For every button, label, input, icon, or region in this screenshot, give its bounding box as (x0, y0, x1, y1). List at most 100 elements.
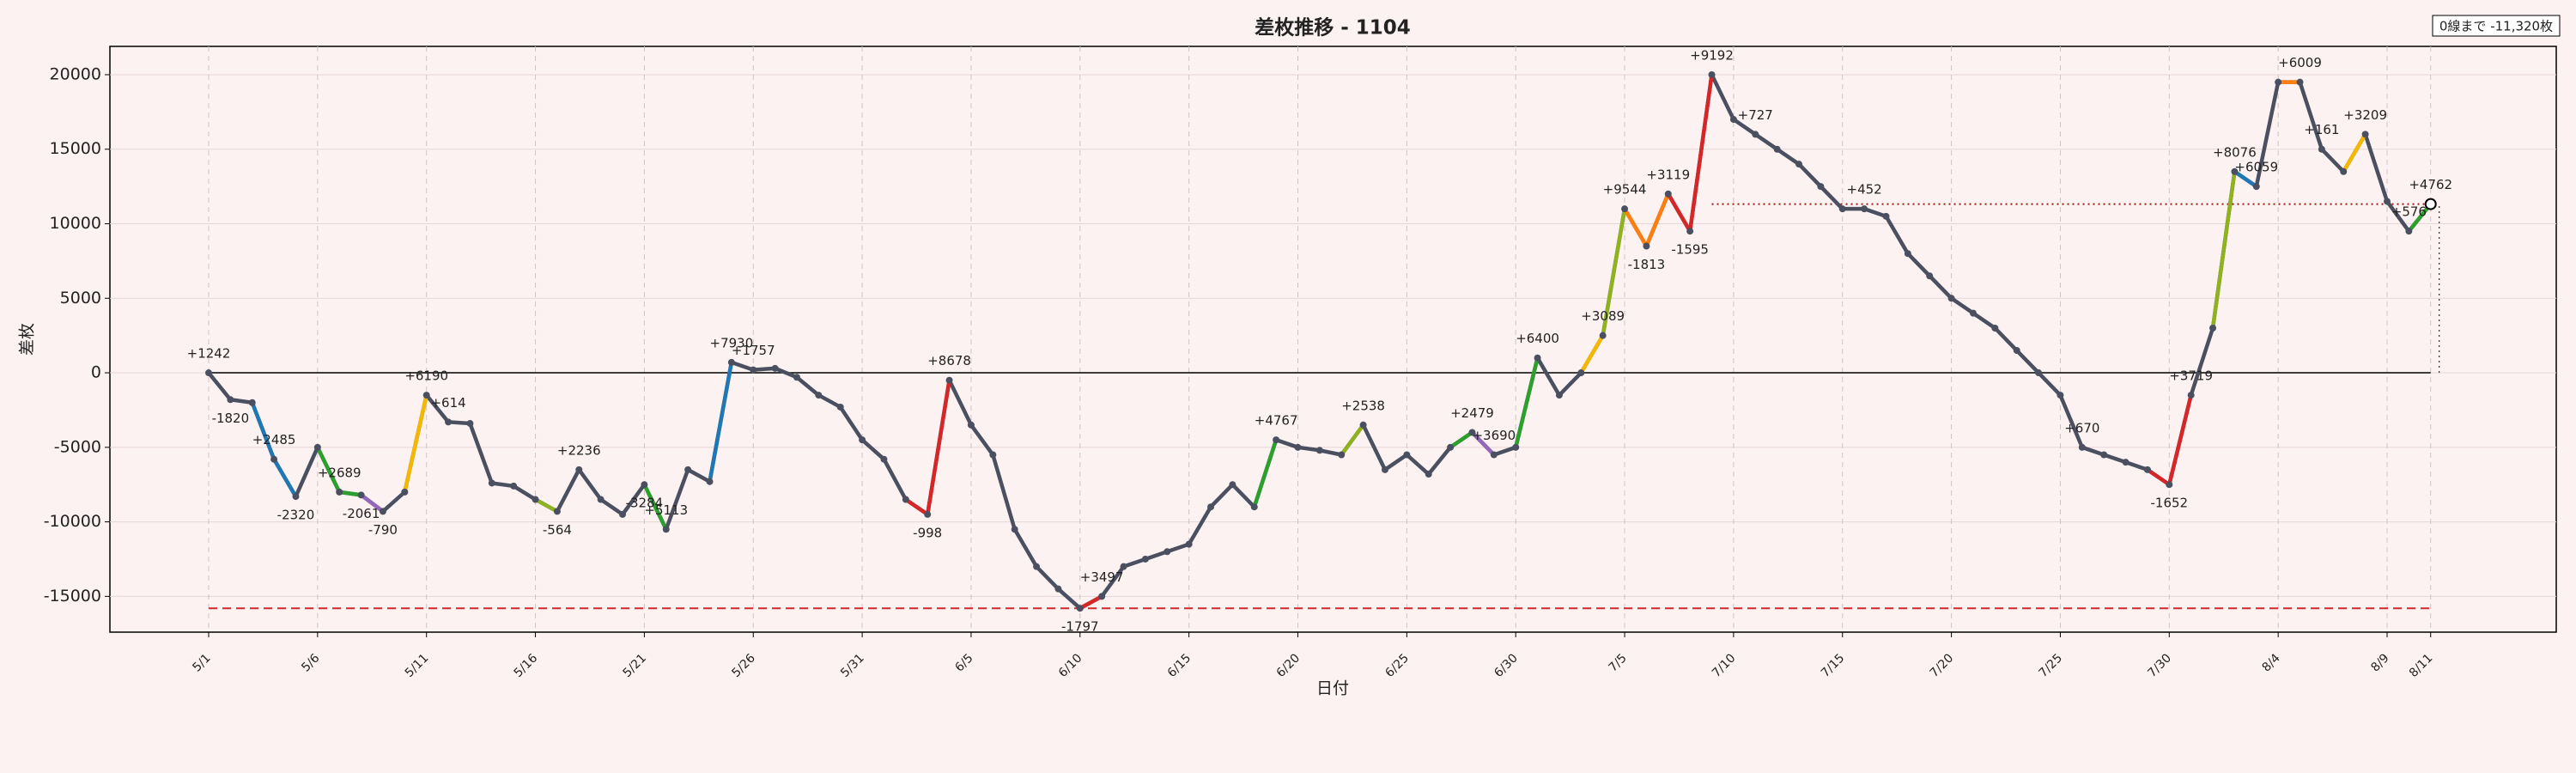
point (1011, 526, 1018, 533)
annotation: +1757 (732, 343, 775, 358)
point (1250, 503, 1258, 511)
point (1033, 563, 1041, 570)
y-tick-label: -5000 (54, 437, 101, 456)
point (1599, 332, 1607, 339)
point (945, 376, 953, 384)
point (292, 493, 300, 501)
x-tick-label: 6/15 (1165, 651, 1194, 680)
x-tick-label: 6/30 (1492, 651, 1521, 680)
point (575, 466, 583, 473)
y-tick-label: 5000 (60, 289, 101, 307)
x-tick-label: 7/25 (2037, 651, 2066, 680)
point (1294, 443, 1302, 451)
x-tick-label: 7/30 (2145, 651, 2174, 680)
point (1315, 447, 1323, 454)
x-tick-label: 5/1 (190, 651, 213, 674)
annotation: -1595 (1671, 242, 1709, 258)
highlight-segment (1078, 594, 1104, 611)
highlight-segment (2210, 169, 2237, 331)
point (401, 488, 409, 496)
highlight-segment (642, 482, 669, 532)
highlight-segment (1622, 206, 1649, 248)
annotation: +2538 (1341, 398, 1385, 413)
note: 0線まで -11,320枚 (2439, 19, 2553, 34)
annotation: +2485 (252, 432, 296, 447)
highlight-segment (1339, 423, 1365, 457)
point (2100, 451, 2108, 459)
point (2405, 228, 2413, 235)
y-tick-label: 20000 (50, 64, 101, 83)
annotation: +3690 (1472, 428, 1516, 443)
point (553, 508, 561, 515)
point (445, 418, 453, 426)
point (357, 491, 365, 499)
point (336, 488, 343, 496)
annotation: -2320 (277, 508, 315, 523)
annotation: +4767 (1255, 413, 1298, 429)
annotation: +3209 (2343, 107, 2387, 123)
x-axis-label: 日付 (1316, 679, 1349, 698)
point (1403, 451, 1411, 459)
point (2057, 392, 2064, 399)
point (771, 364, 779, 372)
highlight-segment (1601, 206, 1627, 338)
point (597, 496, 605, 503)
highlight-segment (403, 393, 428, 495)
point (1512, 443, 1520, 451)
point (1795, 161, 1803, 168)
point (1904, 250, 1911, 258)
annotation: +5113 (644, 502, 688, 518)
highlight-segment (1513, 356, 1540, 450)
point (1773, 145, 1781, 153)
point (1381, 466, 1388, 473)
annotation: +727 (1738, 107, 1773, 123)
annotation: +161 (2304, 122, 2339, 137)
point (1229, 481, 1236, 489)
x-tick-label: 5/6 (299, 651, 322, 674)
point (2143, 466, 2151, 473)
point (1076, 605, 1084, 612)
x-tick-label: 5/21 (621, 651, 650, 680)
point (422, 392, 430, 399)
y-tick-label: 15000 (50, 139, 101, 158)
annotation: +8678 (927, 353, 971, 368)
x-tick-label: 6/20 (1274, 651, 1303, 680)
annotation: +2689 (318, 465, 361, 480)
x-tick-label: 8/4 (2260, 651, 2283, 674)
highlight-segment (337, 490, 363, 497)
x-tick-label: 5/26 (729, 651, 758, 680)
point (227, 396, 234, 404)
x-tick-label: 7/15 (1819, 651, 1848, 680)
x-tick-label: 5/11 (403, 651, 432, 680)
point (379, 508, 386, 515)
point (313, 443, 321, 451)
point (1207, 503, 1215, 511)
point (2122, 459, 2129, 466)
point (815, 392, 823, 399)
highlight-segment (925, 378, 951, 517)
annotation: -1797 (1061, 619, 1099, 635)
point (1163, 548, 1171, 556)
point (1861, 205, 1868, 213)
annotation: -2061 (343, 506, 380, 521)
highlight-segment (315, 445, 342, 495)
point (1643, 242, 1650, 250)
point (2361, 131, 2369, 138)
point (1817, 183, 1825, 191)
point (1882, 212, 1890, 220)
y-tick-label: -10000 (44, 512, 101, 531)
annotation: +7930 (710, 335, 754, 350)
point (2078, 443, 2086, 451)
point (270, 455, 278, 463)
point (859, 436, 866, 444)
point (684, 466, 692, 473)
point (619, 510, 627, 518)
point (1729, 116, 1737, 124)
point (1490, 451, 1498, 459)
point (1686, 228, 1694, 235)
annotation: +452 (1847, 182, 1882, 198)
point (1752, 131, 1759, 138)
annotation: +2236 (557, 442, 601, 458)
point (2340, 167, 2348, 175)
